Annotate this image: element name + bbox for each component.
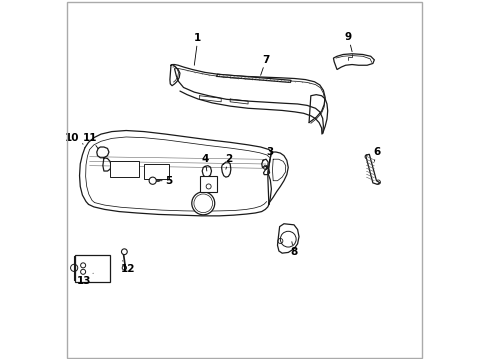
Text: 3: 3 bbox=[265, 147, 273, 163]
Polygon shape bbox=[333, 54, 373, 69]
Polygon shape bbox=[277, 224, 298, 253]
FancyBboxPatch shape bbox=[74, 255, 109, 282]
Text: 12: 12 bbox=[121, 261, 135, 274]
Text: 7: 7 bbox=[260, 55, 269, 75]
Text: 1: 1 bbox=[194, 33, 201, 65]
Text: 2: 2 bbox=[225, 154, 232, 169]
Text: 10: 10 bbox=[65, 133, 83, 144]
Text: 5: 5 bbox=[159, 176, 172, 186]
Polygon shape bbox=[365, 154, 379, 184]
Circle shape bbox=[122, 266, 126, 270]
Circle shape bbox=[191, 192, 214, 215]
Text: 13: 13 bbox=[77, 273, 93, 286]
Text: 9: 9 bbox=[344, 32, 351, 51]
Circle shape bbox=[149, 177, 156, 184]
Polygon shape bbox=[216, 74, 290, 82]
Text: 11: 11 bbox=[83, 133, 97, 148]
Text: 4: 4 bbox=[201, 154, 208, 171]
FancyBboxPatch shape bbox=[200, 176, 216, 192]
FancyBboxPatch shape bbox=[110, 161, 139, 177]
FancyBboxPatch shape bbox=[143, 163, 169, 179]
Circle shape bbox=[121, 249, 127, 255]
Text: 8: 8 bbox=[290, 242, 297, 257]
Text: 6: 6 bbox=[373, 147, 380, 161]
